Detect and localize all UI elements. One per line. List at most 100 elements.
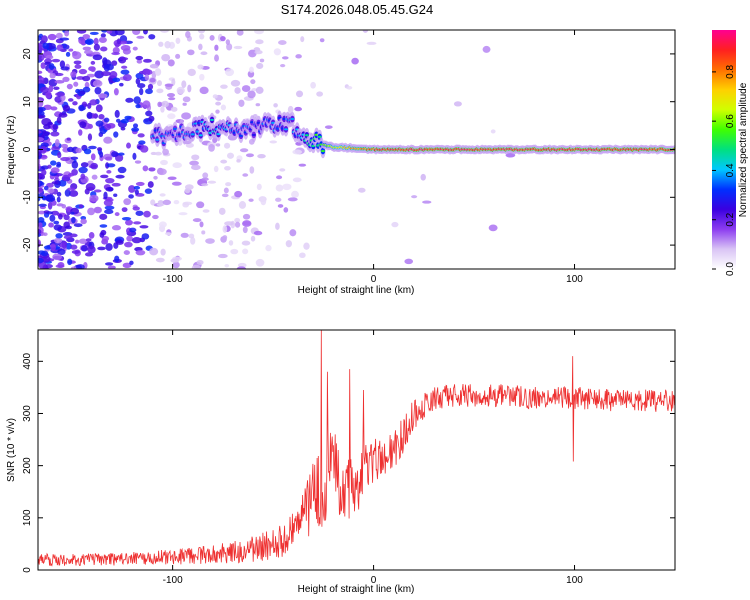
spectrogram-noise-cell: [295, 54, 302, 59]
spectrogram-noise-cell: [48, 85, 54, 93]
snr-y-tick-label: 0: [22, 567, 33, 573]
spectrogram-noise-cell: [78, 104, 85, 112]
spectrogram-noise-cell: [167, 113, 176, 120]
spectrogram-noise-cell: [91, 174, 98, 180]
spectrogram-noise-cell: [238, 99, 245, 107]
spectrogram-noise-cell: [67, 172, 75, 177]
spectrogram-noise-cell: [259, 58, 265, 63]
spectrogram-noise-cell: [38, 250, 46, 255]
spectrogram-noise-cell: [38, 229, 42, 235]
spectrogram-noise-cell: [63, 214, 70, 221]
spectrogram-noise-cell: [217, 253, 228, 259]
spectrogram-noise-cell: [78, 238, 88, 244]
spectrogram-noise-cell: [137, 133, 145, 138]
spectrogram-noise-cell: [294, 106, 302, 112]
spectrogram-noise-cell: [220, 159, 228, 164]
spectrogram-noise-cell: [157, 101, 162, 108]
spectrogram-noise-cell: [148, 34, 156, 40]
spectrogram-noise-cell: [251, 88, 257, 92]
spectrogram-noise-cell: [164, 41, 171, 49]
spectrogram-noise-cell: [59, 37, 70, 41]
spectrogram-noise-cell: [234, 221, 241, 228]
spectrogram-noise-cell: [100, 33, 106, 38]
spectrogram-noise-cell: [39, 86, 50, 94]
spectrogram-noise-cell: [121, 216, 132, 221]
spectrogram-noise-cell: [59, 60, 66, 69]
spectrogram-noise-cell: [97, 246, 106, 251]
spectrogram-noise-cell: [90, 66, 96, 73]
spectrogram-noise-cell: [93, 206, 102, 214]
spectrogram-noise-cell: [225, 182, 232, 187]
spectrogram-noise-cell: [149, 63, 159, 69]
spectrogram-noise-cell: [38, 239, 42, 247]
spectrogram-noise-cell: [121, 207, 128, 213]
spectrogram-noise-cell: [167, 93, 175, 98]
spectrogram-noise-cell: [104, 123, 112, 131]
spectrogram-noise-cell: [143, 210, 151, 218]
spectrogram-ridge-peak: [251, 133, 256, 137]
spectrogram-noise-cell: [147, 83, 154, 90]
spectrogram-noise-cell: [83, 148, 92, 155]
spectrogram-noise-cell: [68, 190, 79, 197]
spectrogram-noise-cell: [70, 244, 78, 250]
spectrogram-noise-cell: [48, 79, 58, 87]
spectrogram-noise-cell: [279, 168, 286, 172]
spectrogram-noise-cell: [38, 42, 42, 50]
spectrogram-noise-cell: [129, 227, 137, 233]
spectrogram-noise-cell: [236, 30, 244, 36]
spectrogram-noise-cell: [111, 182, 121, 187]
spectrogram-noise-cell: [257, 153, 266, 159]
spectrogram-noise-cell: [357, 187, 366, 193]
spectrogram-noise-cell: [105, 186, 114, 192]
spectrogram-noise-cell: [87, 133, 93, 141]
spectrogram-noise-cell: [182, 96, 191, 103]
spectrogram-noise-cell: [181, 80, 187, 88]
colorbar: 0.0 0.2 0.4 0.6 0.8 Normalized spectral ampl…: [712, 30, 749, 276]
spectrogram-noise-cell: [40, 35, 48, 43]
spectrogram-noise-cell: [74, 64, 82, 69]
spectrogram-noise-cell: [366, 41, 377, 45]
spectrogram-noise-cell: [228, 240, 234, 246]
spectrogram-noise-cell: [224, 165, 231, 171]
spectrogram-noise-cell: [147, 181, 154, 188]
spectrogram-noise-cell: [488, 224, 498, 232]
colorbar-tick-label: 0.4: [725, 163, 736, 177]
spectrogram-noise-cell: [145, 88, 153, 95]
spectrogram-noise-cell: [90, 60, 96, 65]
spectrogram-noise-cell: [59, 179, 67, 187]
spectrogram-noise-cell: [63, 235, 73, 240]
spectrogram-noise-cell: [200, 51, 208, 56]
spectrogram-noise-cell: [86, 111, 93, 120]
spectrogram-noise-cell: [287, 105, 294, 114]
colorbar-label: Normalized spectral amplitude: [738, 82, 749, 217]
spectrogram-noise-cell: [137, 83, 146, 89]
spectrogram-noise-cell: [175, 53, 181, 59]
colorbar-scale: [712, 30, 736, 269]
spectrogram-noise-cell: [47, 33, 57, 41]
spectrogram-noise-cell: [111, 51, 120, 56]
spectrogram-noise-cell: [291, 190, 299, 198]
spectrogram-noise-cell: [114, 255, 120, 263]
spectrogram-noise-cell: [185, 30, 191, 39]
spectrogram-noise-cell: [95, 104, 103, 113]
spectrogram-noise-cell: [285, 240, 292, 248]
spectrogram-noise-cell: [115, 118, 121, 123]
spectrogram-noise-cell: [155, 257, 165, 263]
spectrogram-noise-cell: [97, 93, 108, 98]
spectrogram-noise-cell: [136, 35, 145, 39]
spectrogram-noise-cell: [238, 201, 247, 209]
snr-y-tick-label: 100: [22, 509, 33, 526]
spectrogram-noise-cell: [38, 130, 42, 134]
spectrogram-noise-cell: [422, 200, 432, 204]
spectrogram-noise-cell: [94, 86, 102, 95]
spectrogram-noise-cell: [256, 183, 262, 191]
snr-x-tick-label: 0: [371, 575, 377, 586]
spectrogram-noise-cell: [47, 164, 52, 169]
spectrogram-noise-cell: [215, 101, 222, 106]
spectrogram-noise-cell: [149, 247, 159, 256]
spectrogram-noise-cell: [80, 173, 86, 180]
spectrogram-noise-cell: [160, 248, 166, 256]
spectrogram-noise-cell: [54, 237, 63, 244]
spectrogram-noise-cell: [144, 74, 150, 81]
spectrogram-noise-cell: [133, 185, 141, 190]
